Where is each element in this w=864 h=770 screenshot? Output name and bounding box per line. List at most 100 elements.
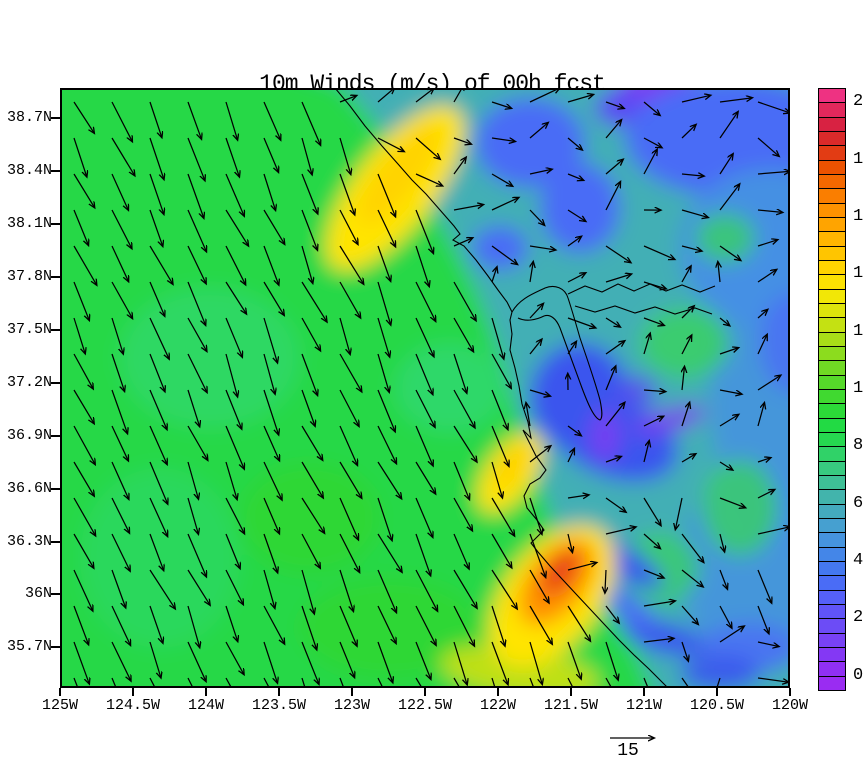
wind-arrow (643, 569, 664, 578)
colorbar (818, 88, 846, 691)
wind-arrow (491, 605, 505, 646)
wind-arrow (263, 497, 279, 534)
coastline (335, 90, 716, 686)
colorbar-segment (818, 675, 846, 691)
wind-arrow (681, 605, 698, 624)
wind-arrow (301, 317, 320, 351)
wind-arrow (187, 209, 206, 252)
colorbar-segment (818, 145, 846, 161)
wind-arrow (111, 641, 131, 681)
wind-arrow (225, 497, 244, 534)
wind-arrow (301, 605, 317, 650)
wind-arrow (757, 270, 776, 283)
wind-arrow (529, 90, 560, 103)
wind-arrow (491, 198, 519, 211)
wind-arrow (225, 605, 238, 641)
wind-arrow (149, 425, 167, 464)
reference-vector-arrow (610, 724, 718, 768)
wind-arrow (567, 449, 574, 463)
wind-arrow (377, 497, 392, 540)
wind-arrow (681, 533, 704, 562)
lon-tick-label: 123W (333, 697, 370, 714)
wind-arrow (681, 454, 696, 463)
wind-arrow (757, 335, 767, 355)
wind-arrow (225, 677, 232, 686)
wind-arrow (643, 281, 666, 289)
lon-tick-mark (716, 688, 718, 696)
wind-arrow (605, 605, 619, 623)
lon-tick-mark (132, 688, 134, 696)
lon-tick-mark (570, 688, 572, 696)
wind-arrow (111, 353, 124, 391)
wind-arrow (225, 101, 237, 140)
wind-arrow (73, 425, 95, 464)
lat-tick-mark (51, 487, 60, 490)
wind-arrow (149, 389, 167, 429)
wind-arrow (149, 317, 169, 359)
wind-arrow (225, 317, 242, 357)
wind-arrow (453, 461, 469, 499)
wind-arrow (491, 389, 508, 429)
wind-arrow (643, 390, 665, 392)
wind-arrow (643, 677, 648, 686)
wind-arrow (453, 533, 469, 569)
lat-tick-mark (51, 275, 60, 278)
colorbar-segment (818, 303, 846, 319)
wind-arrow (453, 205, 483, 211)
wind-arrow (681, 174, 704, 176)
colorbar-segment (818, 374, 846, 390)
wind-arrow (681, 125, 696, 139)
wind-arrow (263, 353, 275, 394)
wind-arrow (301, 497, 324, 533)
wind-arrow (605, 527, 636, 535)
wind-arrow (301, 209, 317, 250)
wind-arrow (719, 112, 738, 139)
lat-tick-label: 36N (24, 585, 52, 603)
wind-arrow (491, 461, 502, 498)
wind-arrow (225, 569, 243, 604)
wind-arrow (225, 533, 240, 568)
colorbar-tick-label: 12 (853, 321, 864, 341)
wind-arrow (73, 317, 85, 354)
wind-arrow (149, 353, 165, 391)
wind-arrow (567, 342, 576, 355)
lon-tick-mark (205, 688, 207, 696)
colorbar-segment (818, 188, 846, 204)
wind-arrow (719, 569, 727, 589)
wind-arrow (187, 389, 200, 426)
wind-arrow (529, 497, 542, 534)
wind-arrow (491, 317, 504, 359)
wind-arrow (718, 262, 720, 283)
wind-arrow (111, 677, 116, 686)
wind-arrow (605, 497, 626, 512)
wind-arrow (301, 569, 314, 614)
wind-arrow (415, 641, 431, 679)
wind-arrow (681, 641, 688, 661)
wind-arrow (415, 281, 436, 321)
colorbar-segment (818, 389, 846, 405)
wind-arrow (415, 389, 435, 427)
wind-arrow (567, 495, 589, 498)
wind-arrow (339, 209, 358, 244)
wind-arrow (149, 605, 163, 643)
wind-arrow (453, 157, 466, 175)
wind-arrow (415, 245, 429, 286)
lon-tick-mark (59, 688, 61, 696)
colorbar-tick-label: 2 (853, 608, 864, 628)
wind-arrow (225, 281, 246, 314)
colorbar-segment (818, 202, 846, 218)
wind-arrow (415, 461, 435, 494)
colorbar-tick-label: 20 (853, 92, 864, 112)
wind-arrow (149, 677, 155, 686)
wind-arrow (491, 353, 511, 388)
wind-arrow (415, 90, 434, 103)
wind-arrow (339, 569, 353, 611)
lat-tick-label: 36.6N (6, 479, 52, 497)
wind-arrow (529, 209, 544, 225)
lon-tick-label: 120.5W (689, 697, 744, 714)
colorbar-segment (818, 546, 846, 562)
lat-tick-mark (51, 169, 60, 172)
wind-arrow (415, 533, 431, 575)
wind-arrow (415, 497, 433, 537)
wind-arrow (643, 601, 675, 607)
